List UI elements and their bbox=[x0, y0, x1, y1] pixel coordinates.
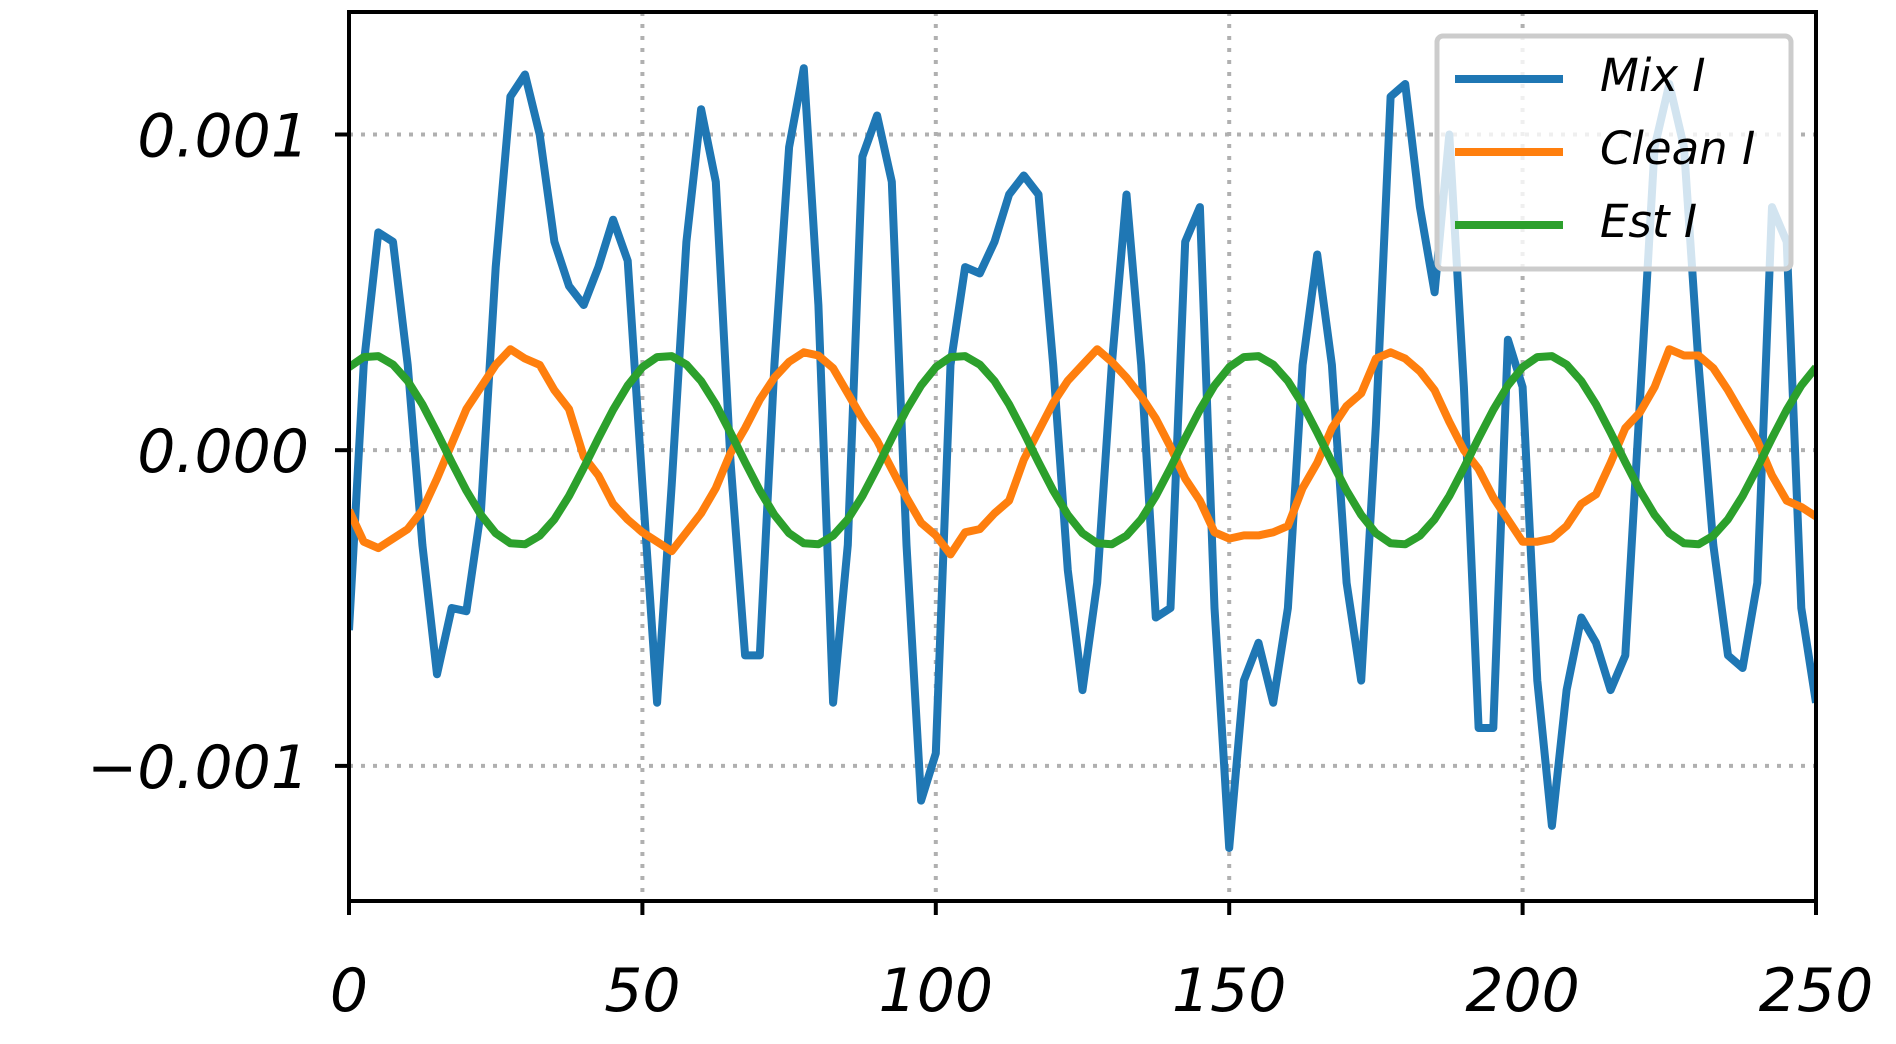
legend-label: Mix I bbox=[1600, 49, 1706, 102]
line-series bbox=[349, 345, 1816, 559]
legend: Mix I Clean I Est I bbox=[1434, 33, 1794, 272]
y-tick-label: −0.001 bbox=[87, 733, 309, 803]
line-series bbox=[349, 352, 1816, 549]
y-tick-label: 0.001 bbox=[137, 101, 309, 171]
x-tick-label: 50 bbox=[604, 956, 680, 1026]
legend-label: Clean I bbox=[1600, 122, 1755, 175]
legend-box bbox=[1434, 33, 1794, 272]
x-tick-label: 0 bbox=[330, 956, 368, 1026]
plot-frame bbox=[347, 10, 1818, 903]
x-tick-label: 250 bbox=[1759, 956, 1874, 1026]
x-tick-label: 150 bbox=[1172, 956, 1287, 1026]
legend-label: Est I bbox=[1600, 195, 1697, 248]
line-series bbox=[349, 64, 1816, 852]
y-tick-label: 0.000 bbox=[137, 417, 309, 487]
x-tick-label: 200 bbox=[1465, 956, 1580, 1026]
x-tick-label: 100 bbox=[879, 956, 994, 1026]
